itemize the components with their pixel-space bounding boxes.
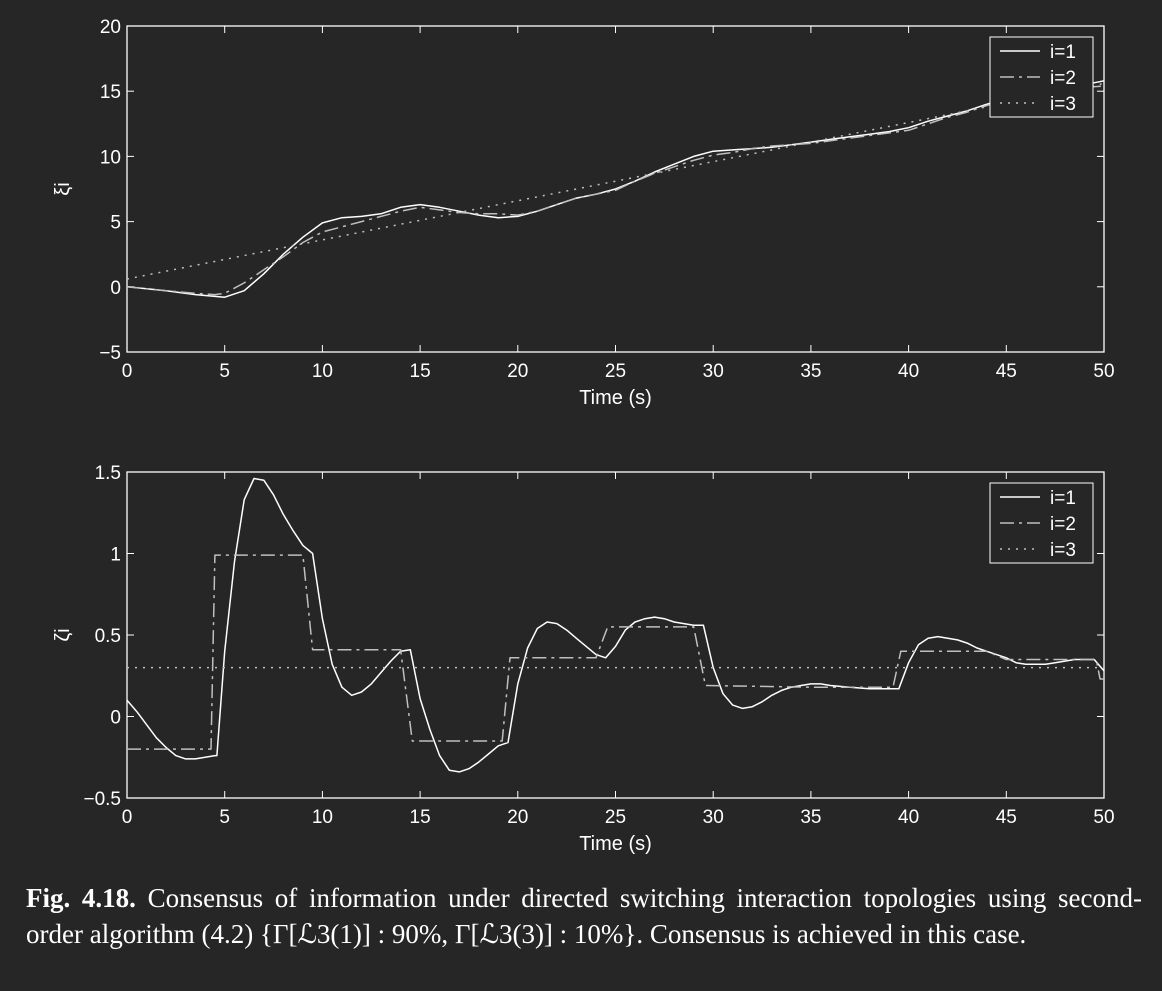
legend-label: i=3 bbox=[1050, 540, 1076, 561]
x-tick-label: 30 bbox=[703, 807, 724, 828]
x-tick-label: 15 bbox=[410, 807, 431, 828]
x-tick-label: 35 bbox=[800, 807, 821, 828]
x-tick-label: 10 bbox=[312, 807, 333, 828]
x-tick-label: 40 bbox=[898, 361, 919, 382]
y-tick-label: −0.5 bbox=[83, 789, 121, 810]
x-tick-label: 25 bbox=[605, 807, 626, 828]
x-tick-label: 25 bbox=[605, 361, 626, 382]
x-tick-label: 0 bbox=[122, 807, 133, 828]
y-tick-label: −5 bbox=[99, 343, 121, 364]
x-tick-label: 15 bbox=[410, 361, 431, 382]
y-tick-label: 15 bbox=[100, 82, 121, 103]
x-tick-label: 5 bbox=[219, 361, 230, 382]
x-tick-label: 20 bbox=[507, 807, 528, 828]
series-line-i-1 bbox=[126, 80, 1105, 298]
legend-label: i=2 bbox=[1050, 68, 1076, 89]
series-line-i-2 bbox=[126, 85, 1105, 296]
x-axis-title: Time (s) bbox=[579, 833, 652, 855]
x-tick-label: 45 bbox=[996, 361, 1017, 382]
y-tick-label: 5 bbox=[110, 213, 121, 234]
x-tick-label: 40 bbox=[898, 807, 919, 828]
series-line-i-1 bbox=[126, 477, 1105, 773]
x-tick-label: 5 bbox=[219, 807, 230, 828]
x-tick-label: 10 bbox=[312, 361, 333, 382]
y-tick-label: 10 bbox=[100, 147, 121, 168]
x-tick-label: 45 bbox=[996, 807, 1017, 828]
x-tick-label: 20 bbox=[507, 361, 528, 382]
x-tick-label: 50 bbox=[1093, 361, 1114, 382]
legend-label: i=3 bbox=[1050, 94, 1076, 115]
legend-label: i=2 bbox=[1050, 514, 1076, 535]
y-tick-label: 1 bbox=[110, 545, 121, 566]
x-tick-label: 30 bbox=[703, 361, 724, 382]
legend-label: i=1 bbox=[1050, 488, 1076, 509]
y-tick-label: 0.5 bbox=[95, 626, 121, 647]
y-tick-label: 0 bbox=[110, 708, 121, 729]
plot-frame bbox=[126, 471, 1105, 799]
y-tick-label: 1.5 bbox=[95, 463, 121, 484]
x-tick-label: 50 bbox=[1093, 807, 1114, 828]
x-tick-label: 0 bbox=[122, 361, 133, 382]
x-axis-title: Time (s) bbox=[579, 387, 652, 409]
y-tick-label: 20 bbox=[100, 17, 121, 38]
legend-label: i=1 bbox=[1050, 42, 1076, 63]
y-tick-label: 0 bbox=[110, 278, 121, 299]
y-axis-title: ζi bbox=[52, 628, 74, 641]
series-line-i-2 bbox=[127, 554, 1104, 750]
figure-caption: Fig. 4.18. Consensus of information unde… bbox=[26, 880, 1142, 952]
figure-number: Fig. 4.18. bbox=[26, 883, 136, 913]
x-tick-label: 35 bbox=[800, 361, 821, 382]
y-axis-title: ξi bbox=[52, 182, 74, 195]
caption-text: Consensus of information under directed … bbox=[26, 883, 1143, 949]
